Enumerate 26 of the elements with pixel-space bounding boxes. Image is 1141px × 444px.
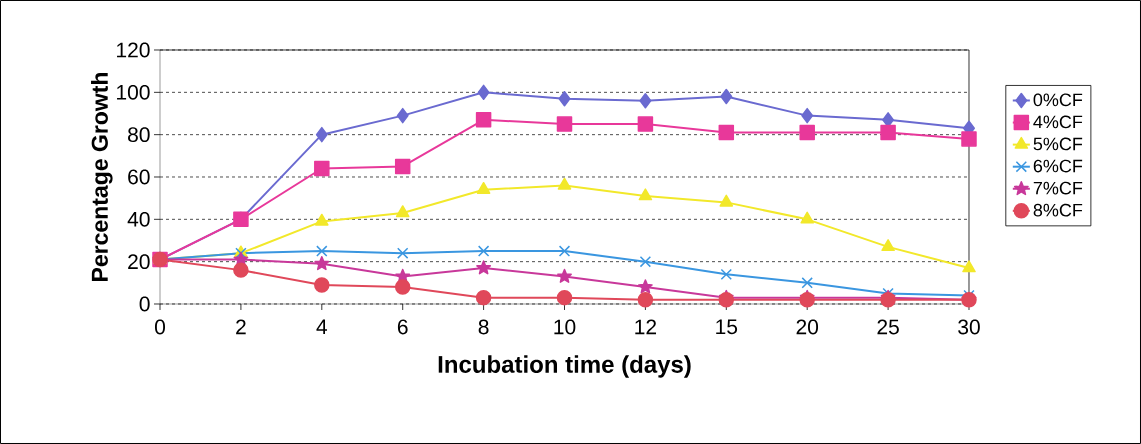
x-tick-label: 0 bbox=[154, 319, 166, 335]
legend-label: 0%CF bbox=[1033, 93, 1083, 107]
x-tick-label: 10 bbox=[554, 319, 576, 335]
legend-label: 5%CF bbox=[1033, 137, 1083, 151]
x-tick-label: 6 bbox=[397, 319, 408, 335]
x-tick-label: 15 bbox=[716, 319, 738, 335]
y-tick-label: 120 bbox=[117, 42, 150, 58]
y-tick-label: 60 bbox=[128, 169, 150, 185]
x-tick-label: 4 bbox=[316, 319, 328, 334]
x-tick-label: 25 bbox=[877, 319, 899, 335]
legend-label: 7%CF bbox=[1033, 181, 1083, 195]
legend-label: 4%CF bbox=[1033, 115, 1083, 129]
y-tick-label: 100 bbox=[117, 84, 150, 100]
y-axis-title: Percentage Growth bbox=[91, 73, 113, 281]
x-axis-title: Incubation time (days) bbox=[438, 355, 691, 378]
y-tick-label: 20 bbox=[128, 254, 150, 270]
x-tick-label: 20 bbox=[796, 319, 819, 335]
x-tick-label: 30 bbox=[958, 319, 980, 335]
legend-label: 8%CF bbox=[1033, 203, 1083, 217]
y-tick-label: 40 bbox=[127, 211, 150, 227]
x-tick-label: 12 bbox=[635, 319, 657, 335]
legend-label: 6%CF bbox=[1033, 159, 1083, 173]
y-tick-label: 80 bbox=[128, 127, 150, 143]
y-tick-label: 0 bbox=[139, 296, 150, 312]
x-tick-label: 8 bbox=[478, 319, 489, 335]
x-tick-label: 2 bbox=[236, 319, 246, 335]
